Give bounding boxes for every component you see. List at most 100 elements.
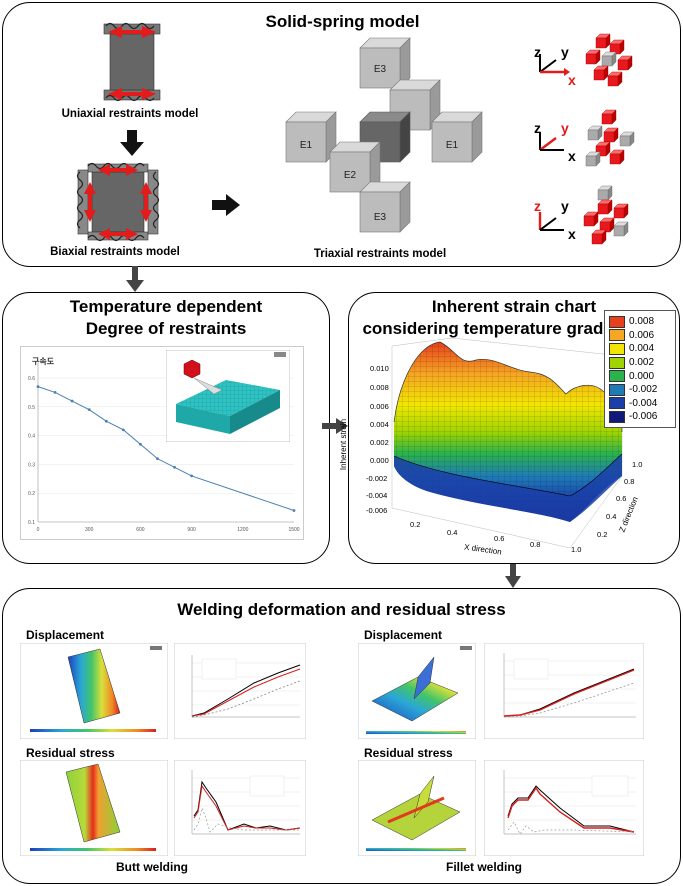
axis-y-label-2: y: [561, 120, 569, 136]
right-displacement-label: Displacement: [364, 628, 443, 642]
left-displacement-label: Displacement: [26, 628, 105, 642]
y-tick-0: 1.0: [632, 460, 643, 469]
arrow-right-icon: [212, 194, 240, 216]
z-tick-1: 0.008: [370, 383, 389, 392]
legend-swatch: [609, 342, 625, 355]
axis-x-label-1: x: [568, 72, 576, 88]
axis-y-label-3: y: [561, 198, 569, 214]
x-tick-label: 600: [136, 527, 145, 533]
z-tick-8: -0.006: [366, 506, 388, 515]
butt-displacement-image: [20, 643, 168, 739]
legend-item: 0.000: [609, 369, 657, 383]
legend-swatch: [609, 356, 625, 369]
welding-title: Welding deformation and residual stress: [177, 600, 506, 619]
legend-label: 0.000: [629, 370, 655, 382]
legend-swatch: [609, 315, 625, 328]
biaxial-label: Biaxial restraints model: [50, 246, 180, 258]
data-point: [121, 428, 125, 432]
y-tick-3: 0.4: [606, 512, 617, 521]
x-tick-label: 300: [85, 527, 94, 533]
legend-item: 0.002: [609, 356, 657, 370]
inherent-title-line1: Inherent strain chart: [431, 297, 597, 316]
legend-item: 0.006: [609, 329, 657, 343]
fillet-residual-image: [358, 760, 476, 856]
butt-residual-image: [20, 760, 168, 856]
inherent-title-line2: considering temperature gradient: [362, 319, 634, 338]
arrow-down-icon: [120, 130, 144, 156]
data-point: [104, 419, 108, 423]
y-tick-1: 0.8: [624, 477, 635, 486]
y-tick-label: 0.4: [28, 434, 35, 440]
y-tick-2: 0.6: [616, 494, 627, 503]
z-tick-6: -0.002: [366, 474, 388, 483]
axis-y-label-1: y: [561, 44, 569, 60]
x-tick-0: 0.2: [410, 520, 421, 529]
right-residual-label: Residual stress: [364, 746, 453, 760]
legend-item: 0.008: [609, 315, 657, 329]
data-point: [156, 457, 159, 461]
x-tick-label: 900: [187, 527, 196, 533]
x-tick-1: 0.4: [447, 528, 458, 537]
legend-swatch: [609, 329, 625, 342]
arrow-down-icon: [126, 266, 144, 292]
cube-label-e1-right: E1: [445, 140, 459, 151]
cube-label-e3-bottom: E3: [373, 212, 387, 223]
legend-label: 0.008: [629, 316, 655, 328]
arrow-down-icon: [505, 564, 521, 588]
legend-label: -0.002: [629, 384, 658, 396]
data-point: [36, 385, 40, 389]
x-tick-3: 0.8: [530, 540, 541, 549]
fillet-residual-chart: [484, 760, 644, 856]
butt-residual-chart: [174, 760, 306, 856]
legend-item: 0.004: [609, 342, 657, 356]
cube-label-e2: E2: [343, 170, 357, 181]
x-tick-2: 0.6: [494, 534, 505, 543]
x-tick-label: 1200: [237, 527, 248, 533]
uniaxial-model-graphic: [103, 22, 161, 102]
legend-item: -0.006: [609, 410, 657, 424]
cube-label-e1-left: E1: [299, 140, 313, 151]
data-point: [70, 399, 74, 403]
y-tick-label: 0.1: [28, 520, 35, 526]
x-tick-4: 1.0: [571, 545, 582, 554]
y-tick-4: 0.2: [597, 530, 608, 539]
triaxial-label: Triaxial restraints model: [313, 248, 447, 260]
z-tick-7: -0.004: [366, 491, 388, 500]
inherent-surface-plot: [391, 337, 623, 549]
y-tick-label: 0.5: [28, 405, 35, 411]
axis-z-label-2: z: [534, 120, 541, 136]
legend-item: -0.002: [609, 383, 657, 397]
butt-displacement-chart: [174, 643, 306, 739]
fillet-welding-label: Fillet welding: [446, 860, 523, 874]
y-tick-label: 0.3: [28, 462, 35, 468]
z-tick-2: 0.006: [370, 402, 389, 411]
strain-legend: 0.008 0.006 0.004 0.002 0.000 -0.002 -0.004 -0.…: [604, 310, 676, 428]
legend-item: -0.004: [609, 397, 657, 411]
legend-swatch: [609, 370, 625, 383]
fillet-displacement-image: [358, 643, 476, 739]
data-point: [173, 465, 176, 469]
legend-swatch: [609, 397, 625, 410]
z-tick-4: 0.002: [370, 438, 389, 447]
temperature-title-line2: Degree of restraints: [85, 319, 247, 338]
axis-z-label-3: z: [534, 198, 541, 214]
x-tick-label: 0: [37, 527, 40, 533]
z-tick-3: 0.004: [370, 420, 389, 429]
arrow-right-icon: [322, 418, 348, 434]
axis-x-label-3: x: [568, 226, 576, 242]
y-tick-label: 0.2: [28, 491, 35, 497]
butt-welding-label: Butt welding: [116, 860, 188, 874]
x-tick-label: 1500: [288, 527, 299, 533]
data-point: [53, 391, 57, 394]
restraint-chart-label: 구속도: [32, 357, 55, 366]
z-tick-0: 0.010: [370, 364, 389, 373]
legend-label: 0.002: [629, 357, 655, 369]
uniaxial-label: Uniaxial restraints model: [61, 108, 199, 120]
y-tick-label: 0.6: [28, 376, 35, 382]
axis-x-label-2: x: [568, 148, 576, 164]
data-point: [139, 442, 142, 446]
cube-label-e3-top: E3: [373, 64, 387, 75]
legend-label: 0.006: [629, 329, 655, 341]
legend-swatch: [609, 383, 625, 396]
fe-model-inset: [166, 350, 290, 442]
